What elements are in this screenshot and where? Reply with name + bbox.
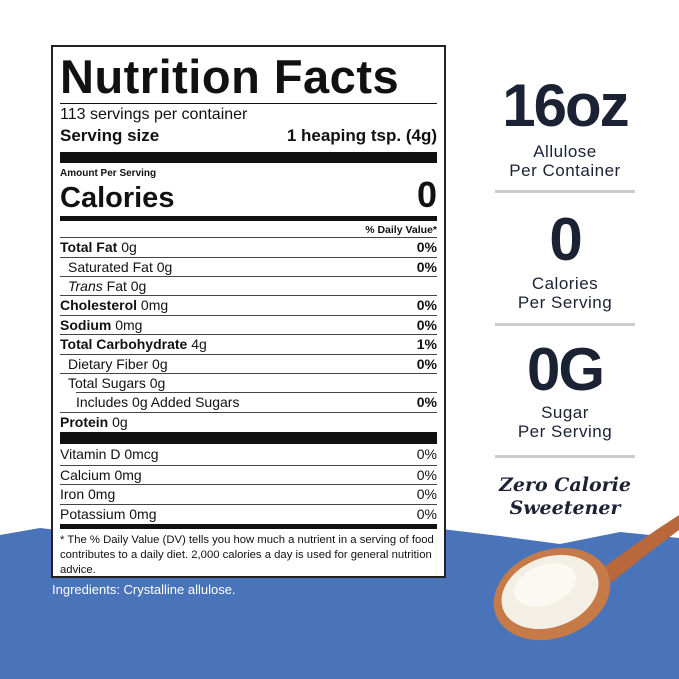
nutrient-row: Protein 0g — [60, 412, 437, 432]
amount-per-serving: Amount Per Serving — [60, 168, 157, 179]
nutrient-dv: 0% — [416, 259, 437, 275]
vitamin-amount: 0mg — [129, 506, 157, 522]
nutrient-name: Total Fat — [60, 239, 118, 255]
medium-rule — [60, 216, 437, 221]
stat-value: 0G — [526, 336, 605, 403]
stat: 0G Sugar Per Serving — [495, 336, 635, 442]
vitamin-name: Vitamin D — [60, 446, 121, 462]
vitamin-amount: 0mg — [88, 486, 116, 502]
nutrient-row: Saturated Fat 0g 0% — [60, 257, 437, 276]
nutrient-row: Total Carbohydrate 4g 1% — [60, 334, 437, 354]
nutrient-dv: 1% — [416, 336, 437, 352]
nutrient-name: Fat — [106, 278, 127, 294]
stat-line: Per Serving — [517, 422, 613, 441]
serving-size-label: Serving size — [60, 126, 160, 145]
medium-rule — [60, 524, 437, 529]
stat-value: 0 — [549, 206, 582, 273]
nutrient-dv: 0% — [416, 297, 437, 313]
nutrient-amount: 0g — [149, 375, 166, 391]
nutrient-amount: 0g — [156, 259, 173, 275]
separator — [495, 190, 635, 193]
calories-value: 0 — [416, 174, 437, 215]
ingredients: Ingredients: Crystalline allulose. — [52, 582, 236, 597]
nutrient-row: Includes 0g Added Sugars 0% — [76, 392, 437, 412]
nutrient-amount: 0g — [130, 278, 147, 294]
nutrient-dv: 0% — [416, 239, 437, 255]
vitamin-row: Iron 0mg 0% — [60, 484, 437, 504]
stat-line: Per Serving — [517, 293, 613, 312]
nutrient-row: Total Sugars 0g — [60, 373, 437, 392]
stat-line: Sugar — [541, 403, 589, 422]
thick-rule — [60, 432, 437, 444]
nutrient-name: Total Carbohydrate — [60, 336, 188, 352]
vitamin-dv: 0% — [416, 506, 437, 522]
tagline-line: Zero Calorie — [499, 474, 631, 496]
nutrition-label: Nutrition Facts 113 servings per contain… — [51, 45, 446, 578]
calories-label: Calories — [60, 182, 175, 214]
nutrient-amount: 4g — [191, 336, 207, 352]
separator — [495, 323, 635, 326]
vitamin-row: Vitamin D 0mcg 0% — [60, 445, 437, 464]
nutrient-name: Total Sugars — [68, 375, 146, 391]
rule — [60, 103, 437, 104]
stat: 0 Calories Per Serving — [495, 206, 635, 313]
nutrient-row: Sodium 0mg 0% — [60, 315, 437, 335]
nutrient-amount: 0g — [112, 414, 128, 430]
vitamin-dv: 0% — [416, 467, 437, 483]
nutrient-name: Protein — [60, 414, 109, 430]
vitamin-amount: 0mg — [114, 467, 142, 483]
stat-line: Allulose — [533, 142, 597, 161]
nutrient-name: Dietary Fiber — [68, 356, 149, 372]
nutrient-name-italic: Trans — [68, 278, 103, 294]
stat: 16oz Allulose Per Container — [495, 72, 635, 181]
spoon — [493, 515, 679, 641]
nutrient-dv: 0% — [416, 394, 437, 410]
thick-rule — [60, 152, 437, 163]
servings: 113 servings per container — [60, 106, 248, 123]
nutrient-amount: 0mg — [115, 317, 143, 333]
vitamin-name: Iron — [60, 486, 85, 502]
tagline: Zero Calorie Sweetener — [495, 474, 635, 520]
nutrient-name: Sodium — [60, 317, 112, 333]
nutrient-amount: 0g — [121, 239, 137, 255]
vitamin-row: Potassium 0mg 0% — [60, 504, 437, 524]
vitamin-name: Potassium — [60, 506, 126, 522]
footnote: * The % Daily Value (DV) tells you how m… — [60, 534, 434, 576]
tagline-line: Sweetener — [509, 497, 621, 519]
vitamin-name: Calcium — [60, 467, 111, 483]
dv-header: % Daily Value* — [365, 224, 437, 236]
vitamin-dv: 0% — [416, 446, 437, 462]
nutrient-name: Saturated Fat — [68, 259, 153, 275]
nutrient-row: Cholesterol 0mg 0% — [60, 295, 437, 315]
vitamin-dv: 0% — [416, 486, 437, 502]
nutrient-row: Dietary Fiber 0g 0% — [60, 354, 437, 373]
nutrient-row: Trans Fat 0g — [60, 276, 437, 295]
nutrient-dv: 0% — [416, 356, 437, 372]
nutrient-name: Cholesterol — [60, 297, 138, 313]
label-title: Nutrition Facts — [60, 50, 400, 103]
stat-value: 16oz — [502, 72, 629, 139]
vitamin-row: Calcium 0mg 0% — [60, 465, 437, 485]
vitamin-amount: 0mcg — [124, 446, 159, 462]
serving-size-value: 1 heaping tsp. (4g) — [286, 126, 437, 145]
nutrient-dv: 0% — [416, 317, 437, 333]
nutrient-name: Includes 0g Added Sugars — [76, 394, 240, 410]
nutrient-amount: 0g — [152, 356, 168, 372]
nutrient-amount: 0mg — [140, 297, 169, 313]
stat-line: Calories — [531, 274, 599, 293]
stat-line: Per Container — [509, 161, 621, 180]
nutrient-row: Total Fat 0g 0% — [60, 237, 437, 257]
separator — [495, 455, 635, 458]
